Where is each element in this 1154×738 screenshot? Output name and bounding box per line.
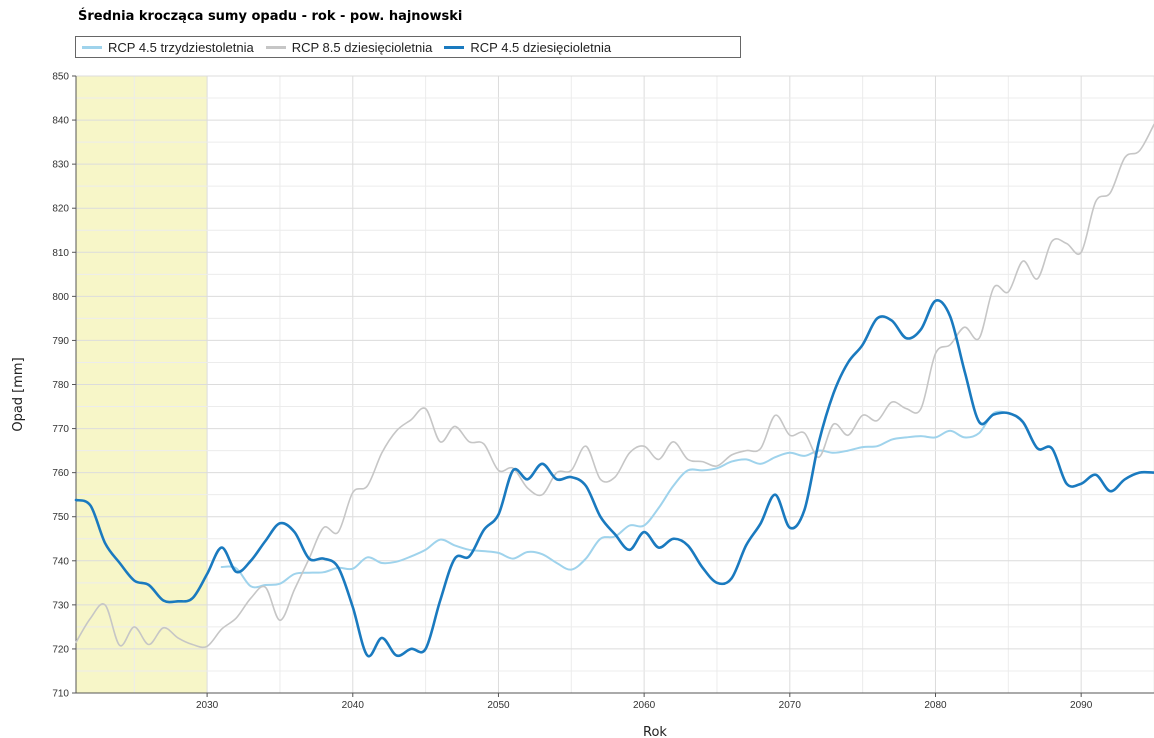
y-tick-label: 820 (52, 204, 69, 215)
x-tick-label: 2070 (779, 700, 802, 711)
y-tick-label: 800 (52, 292, 69, 303)
y-tick-label: 810 (52, 248, 69, 259)
y-tick-label: 790 (52, 336, 69, 347)
y-tick-label: 710 (52, 689, 69, 700)
y-tick-label: 760 (52, 468, 69, 479)
y-tick-label: 750 (52, 512, 69, 523)
y-tick-label: 840 (52, 116, 69, 127)
y-tick-label: 780 (52, 380, 69, 391)
y-tick-label: 770 (52, 424, 69, 435)
x-tick-label: 2050 (487, 700, 510, 711)
y-axis-title: Opad [mm] (11, 357, 26, 431)
y-tick-label: 730 (52, 600, 69, 611)
series-line-rcp45-10 (76, 300, 1154, 656)
y-tick-label: 850 (52, 72, 69, 83)
x-axis-title: Rok (643, 725, 667, 738)
y-tick-label: 740 (52, 556, 69, 567)
x-tick-label: 2030 (196, 700, 219, 711)
x-tick-label: 2090 (1070, 700, 1093, 711)
x-tick-label: 2080 (924, 700, 947, 711)
x-tick-label: 2040 (342, 700, 365, 711)
y-tick-label: 830 (52, 160, 69, 171)
x-tick-label: 2060 (633, 700, 656, 711)
y-tick-label: 720 (52, 644, 69, 655)
